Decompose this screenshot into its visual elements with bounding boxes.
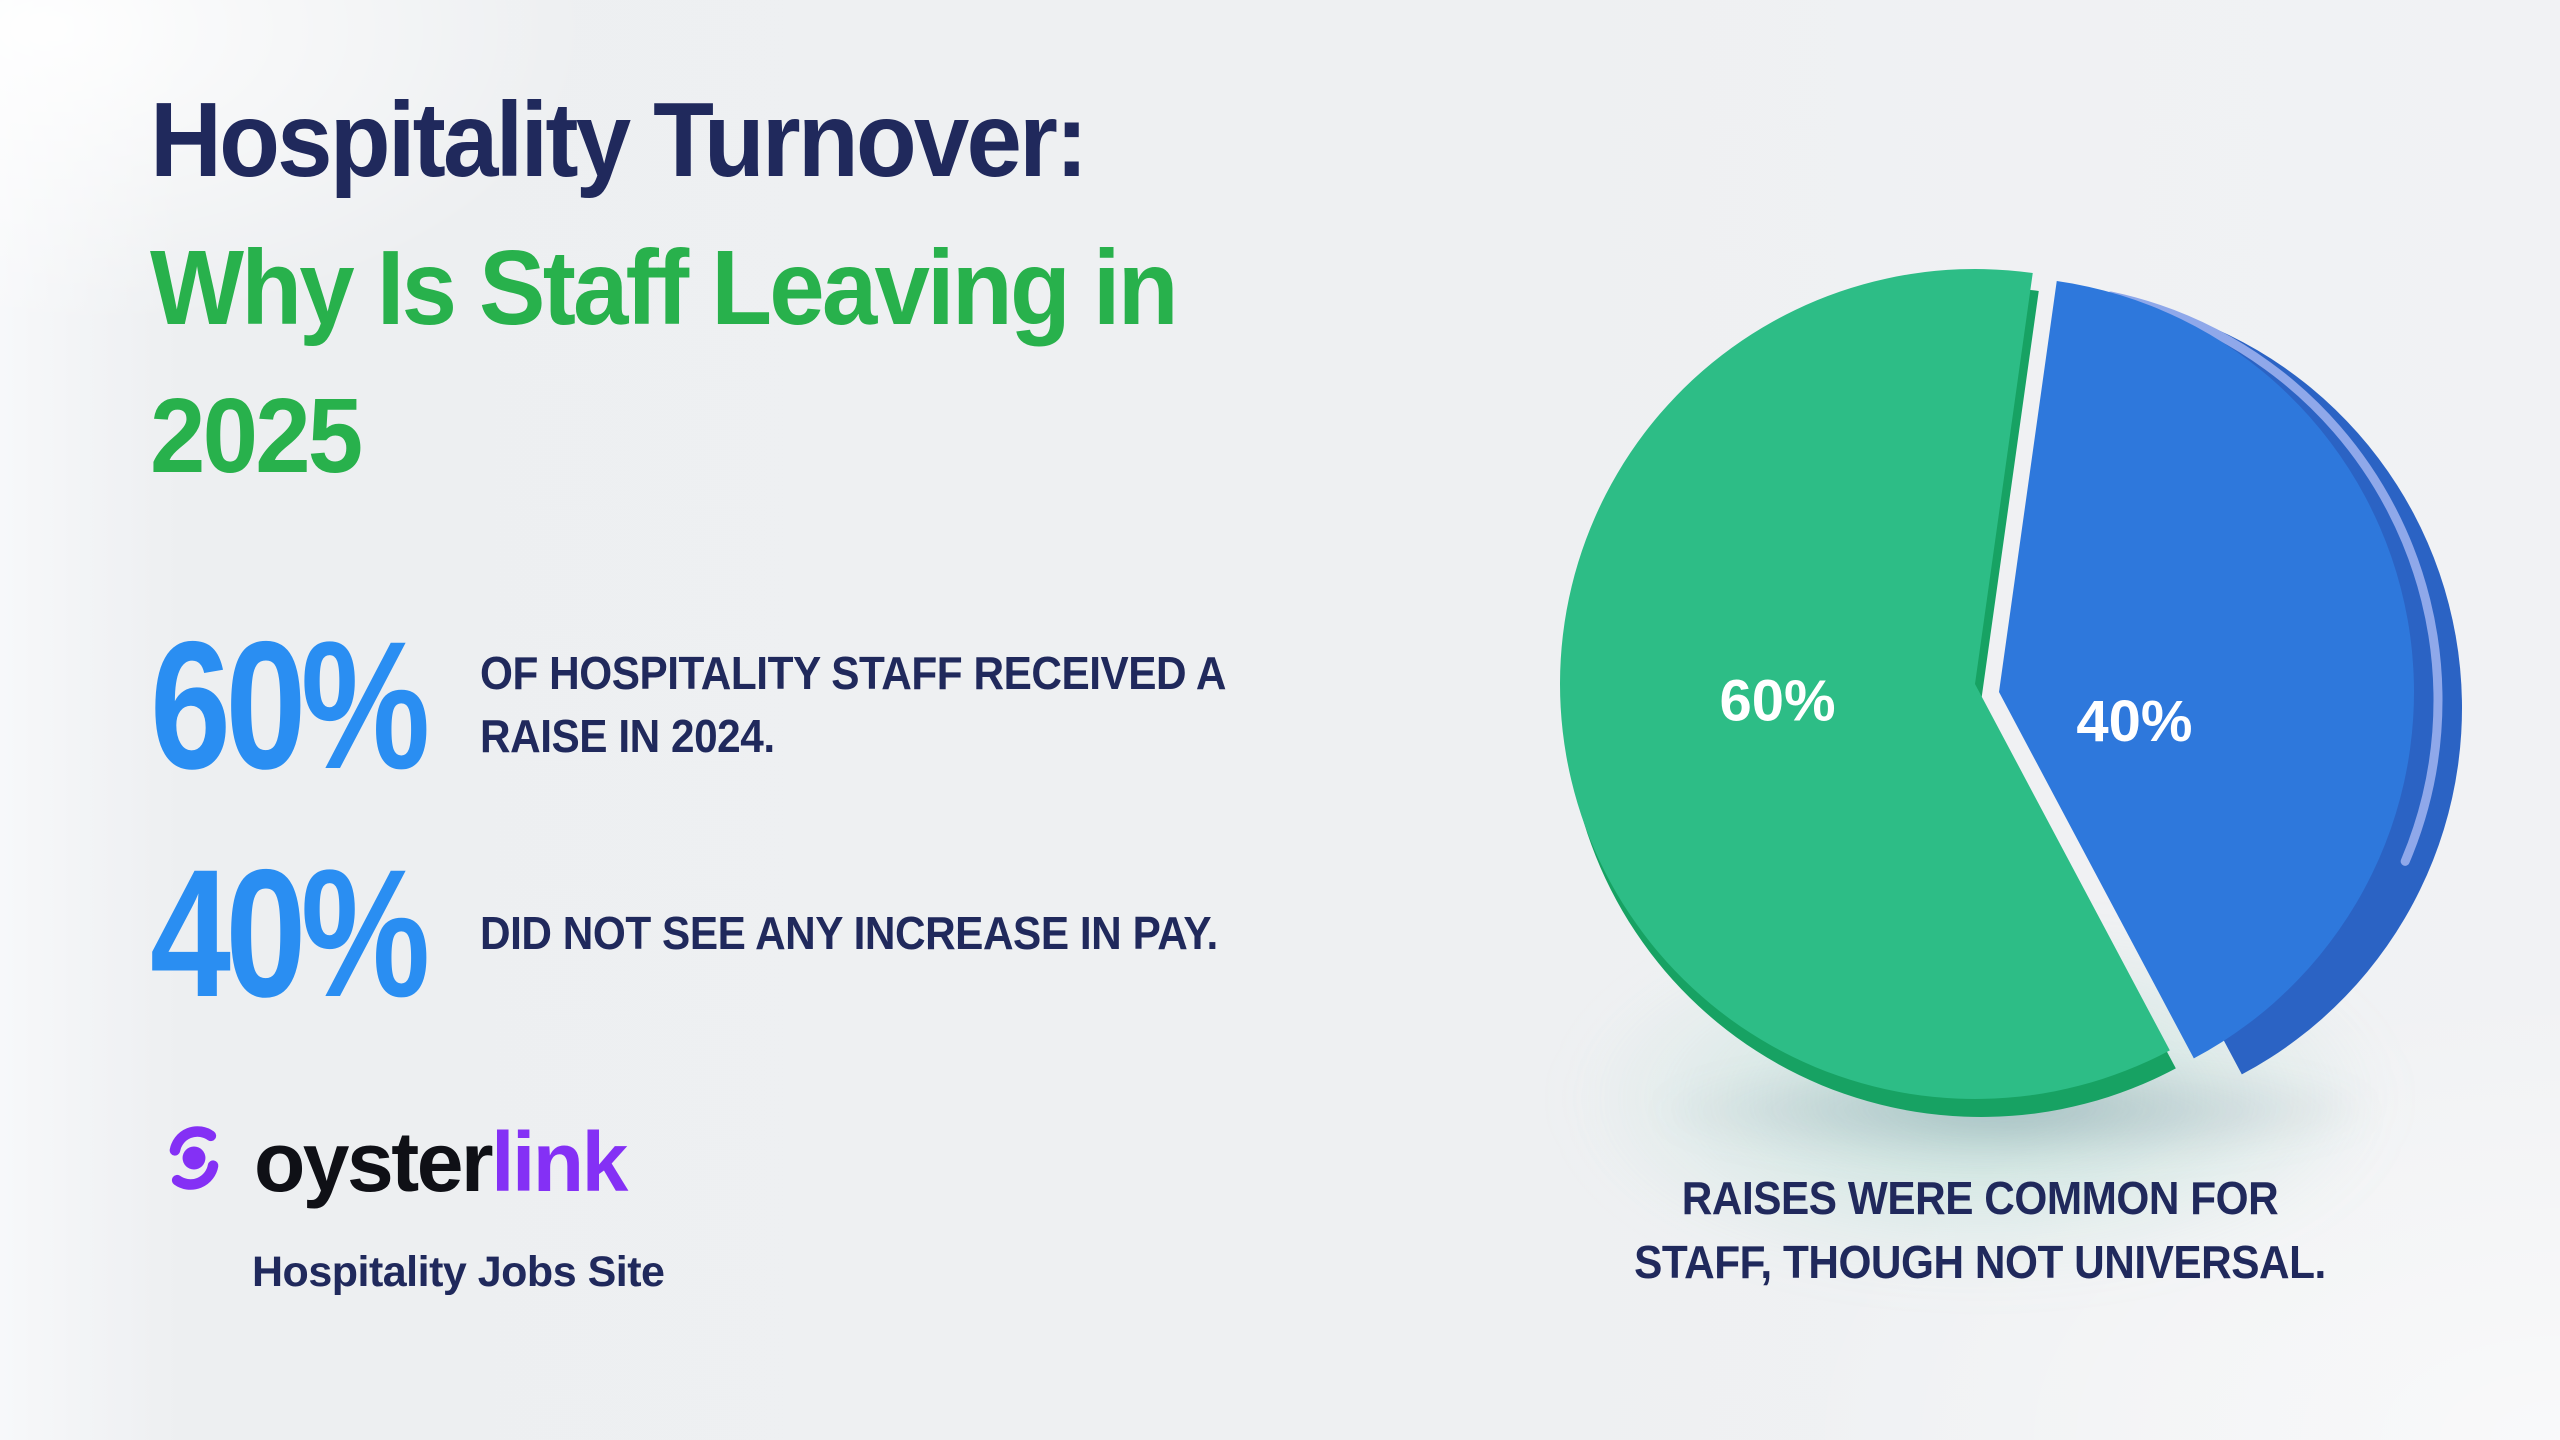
stat-value-60: 60% xyxy=(150,603,430,807)
stat-description-no-raise: DID NOT SEE ANY INCREASE IN PAY. xyxy=(480,906,1218,959)
brand-tagline: Hospitality Jobs Site xyxy=(252,1248,665,1296)
stat-description-raise: OF HOSPITALITY STAFF RECEIVED A RAISE IN… xyxy=(480,647,1226,762)
pie-bevel-highlight xyxy=(2106,291,2443,866)
stat-row-raise: 60% OF HOSPITALITY STAFF RECEIVED A RAIS… xyxy=(150,600,1291,810)
title-line-3: 2025 xyxy=(150,377,363,495)
title-line-2: Why Is Staff Leaving in xyxy=(150,229,1179,347)
pie-chart: 60% 40% xyxy=(1560,268,2462,1117)
pie-slice-label: 40% xyxy=(2076,689,2192,754)
brand-wordmark-oyster: oyster xyxy=(254,1115,494,1209)
brand-wordmark-link: link xyxy=(491,1115,628,1209)
brand-wordmark: oysterlink xyxy=(254,1114,628,1211)
pie-slice-40 xyxy=(1999,281,2414,1059)
page-title: Hospitality Turnover: Why Is Staff Leavi… xyxy=(150,66,1179,510)
pie-slice-60 xyxy=(1560,268,2170,1099)
oyster-pearl-icon xyxy=(169,1125,219,1190)
pie-caption: RAISES WERE COMMON FOR STAFF, THOUGH NOT… xyxy=(1634,1172,2326,1288)
stat-row-no-raise: 40% DID NOT SEE ANY INCREASE IN PAY. xyxy=(150,838,1282,1028)
title-line-1: Hospitality Turnover: xyxy=(150,81,1088,199)
brand-logo: oysterlink xyxy=(150,1114,628,1211)
stat-value-40: 40% xyxy=(150,831,430,1035)
pie-slice-label: 60% xyxy=(1719,668,1835,733)
